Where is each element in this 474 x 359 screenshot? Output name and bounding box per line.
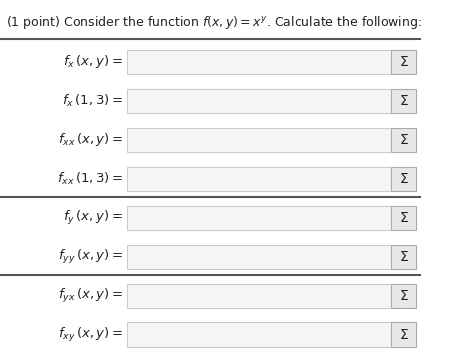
FancyBboxPatch shape xyxy=(391,50,416,74)
Text: $\Sigma$: $\Sigma$ xyxy=(399,211,409,225)
FancyBboxPatch shape xyxy=(391,89,416,113)
FancyBboxPatch shape xyxy=(127,244,391,269)
Text: $f_{xy}\,(x, y) =$: $f_{xy}\,(x, y) =$ xyxy=(58,326,123,344)
Text: $\Sigma$: $\Sigma$ xyxy=(399,327,409,341)
Text: $f_{xx}\,(x, y) =$: $f_{xx}\,(x, y) =$ xyxy=(58,131,123,148)
Text: $\Sigma$: $\Sigma$ xyxy=(399,172,409,186)
Text: $\Sigma$: $\Sigma$ xyxy=(399,133,409,147)
FancyBboxPatch shape xyxy=(391,206,416,230)
Text: (1 point) Consider the function $f(x, y) = x^y$. Calculate the following:: (1 point) Consider the function $f(x, y)… xyxy=(6,14,421,31)
FancyBboxPatch shape xyxy=(127,167,391,191)
Text: $f_y\,(x, y) =$: $f_y\,(x, y) =$ xyxy=(63,209,123,227)
Text: $f_{yx}\,(x, y) =$: $f_{yx}\,(x, y) =$ xyxy=(58,286,123,304)
Text: $f_{xx}\,(1, 3) =$: $f_{xx}\,(1, 3) =$ xyxy=(56,171,123,187)
FancyBboxPatch shape xyxy=(127,50,391,74)
Text: $f_x\,(x, y) =$: $f_x\,(x, y) =$ xyxy=(63,53,123,70)
FancyBboxPatch shape xyxy=(127,284,391,308)
Text: $f_{yy}\,(x, y) =$: $f_{yy}\,(x, y) =$ xyxy=(58,248,123,266)
Text: $\Sigma$: $\Sigma$ xyxy=(399,289,409,303)
FancyBboxPatch shape xyxy=(391,244,416,269)
FancyBboxPatch shape xyxy=(127,128,391,152)
FancyBboxPatch shape xyxy=(391,322,416,347)
Text: $f_x\,(1, 3) =$: $f_x\,(1, 3) =$ xyxy=(62,93,123,109)
FancyBboxPatch shape xyxy=(127,89,391,113)
FancyBboxPatch shape xyxy=(391,167,416,191)
Text: $\Sigma$: $\Sigma$ xyxy=(399,55,409,69)
FancyBboxPatch shape xyxy=(127,206,391,230)
FancyBboxPatch shape xyxy=(391,128,416,152)
Text: $\Sigma$: $\Sigma$ xyxy=(399,94,409,108)
FancyBboxPatch shape xyxy=(391,284,416,308)
FancyBboxPatch shape xyxy=(127,322,391,347)
Text: $\Sigma$: $\Sigma$ xyxy=(399,250,409,264)
